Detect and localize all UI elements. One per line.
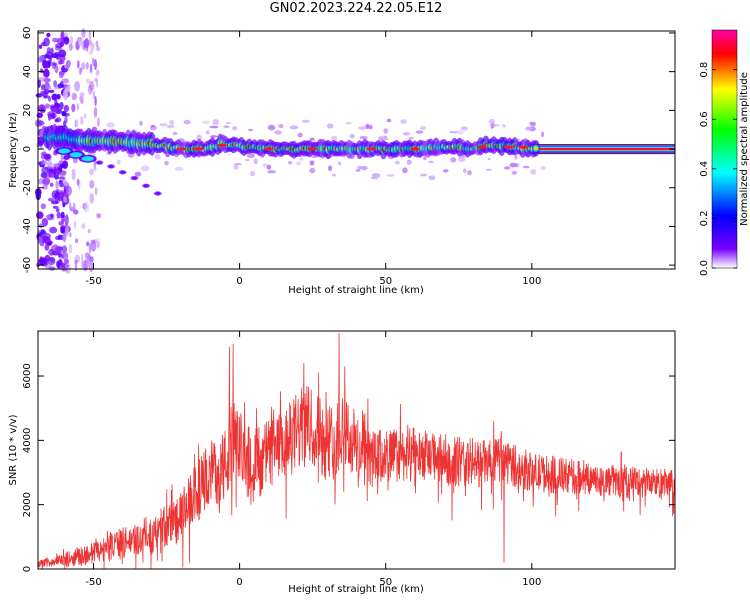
snr-y-axis-label: SNR (10 * v/v) (8, 414, 19, 485)
page-title: GN02.2023.224.22.05.E12 (269, 1, 443, 16)
colorbar-tick-label: 0.4 (699, 161, 710, 177)
spectrogram-y-tick-label: 60 (22, 27, 33, 40)
snr-y-ticks: 0 2000 4000 6000 (22, 363, 675, 572)
spectrogram-y-tick-label: -40 (22, 218, 33, 234)
snr-y-tick-label: 0 (22, 566, 33, 572)
spectrogram-panel: -50 0 50 100 -60 -40 -20 0 20 40 60 Height of str… (8, 27, 676, 296)
snr-series-line (37, 332, 676, 570)
colorbar: 0.0 0.2 0.4 0.6 0.8 Normalized spectral ampl… (699, 29, 750, 276)
snr-y-tick-label: 4000 (22, 428, 33, 453)
spectrogram-y-ticks: -60 -40 -20 0 20 40 60 (22, 27, 675, 273)
snr-frame (37, 330, 676, 570)
spectrogram-y-tick-label: -20 (22, 180, 33, 196)
spectrogram-x-ticks: -50 0 50 100 (85, 31, 541, 287)
colorbar-tick-label: 0.6 (699, 111, 710, 127)
spectrogram-frame (37, 30, 676, 270)
snr-y-tick-label: 2000 (22, 492, 33, 517)
snr-x-tick-label: -50 (85, 577, 101, 588)
spectrogram-y-axis-label: Frequency (Hz) (8, 112, 19, 188)
spectrogram-branch-layer (55, 147, 162, 196)
colorbar-label: Normalized spectral amplitude (739, 72, 750, 226)
snr-y-tick-label: 6000 (22, 363, 33, 388)
spectrogram-x-axis-label: Height of straight line (km) (288, 285, 424, 296)
spectrogram-y-tick-label: -60 (22, 257, 33, 273)
spectrogram-y-tick-label: 20 (22, 104, 33, 117)
spectrogram-x-tick-label: 50 (379, 276, 392, 287)
snr-x-axis-label: Height of straight line (km) (288, 584, 424, 595)
snr-x-ticks: -50 0 50 100 (85, 331, 541, 588)
colorbar-ticks: 0.0 0.2 0.4 0.6 0.8 (699, 62, 737, 276)
snr-x-tick-label: 100 (522, 577, 541, 588)
spectrogram-y-tick-label: 40 (22, 65, 33, 78)
spectrogram-x-tick-label: -50 (85, 276, 101, 287)
colorbar-tick-label: 0.0 (699, 260, 710, 276)
snr-panel: -50 0 50 100 0 2000 4000 6000 Height of straig… (8, 330, 676, 595)
colorbar-tick-label: 0.2 (699, 210, 710, 226)
colorbar-scale (711, 29, 738, 269)
snr-x-tick-label: 50 (379, 577, 392, 588)
spectrogram-x-tick-label: 0 (236, 276, 242, 287)
spectrogram-y-tick-label: 0 (22, 146, 33, 152)
spectrogram-x-tick-label: 100 (522, 276, 541, 287)
snr-x-tick-label: 0 (236, 577, 242, 588)
spectrogram-ridge-layer (42, 123, 675, 160)
colorbar-tick-label: 0.8 (699, 62, 710, 78)
